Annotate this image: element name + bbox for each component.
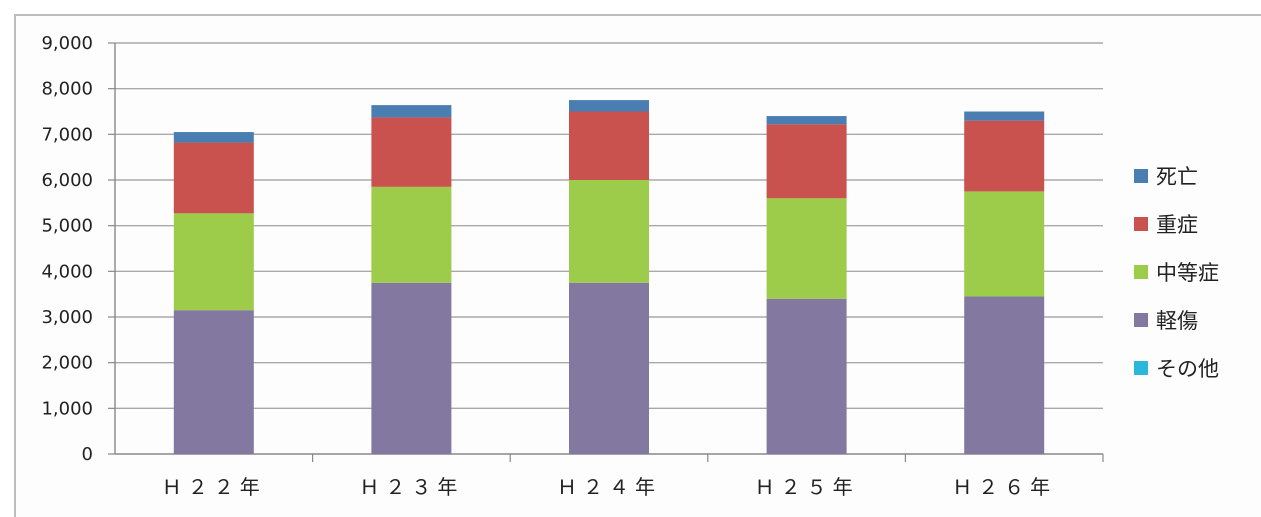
legend-swatch (1134, 361, 1148, 375)
bar-segment (569, 282, 649, 454)
y-tick-label: 3,000 (41, 307, 93, 328)
bar-segment (173, 310, 254, 454)
y-tick-label: 4,000 (41, 261, 93, 282)
bar-segment (569, 100, 649, 112)
legend-swatch (1134, 313, 1148, 327)
x-category-label: Ｈ２５年 (755, 475, 859, 499)
x-category-label: Ｈ２３年 (359, 475, 463, 499)
bar-segment (964, 191, 1045, 297)
bar-segment (371, 117, 452, 187)
bar-segment (173, 132, 254, 143)
bar-segment (964, 296, 1045, 454)
bar-segment (173, 142, 254, 214)
legend-label: その他 (1156, 357, 1219, 381)
y-tick-label: 0 (82, 444, 93, 465)
y-tick-label: 1,000 (41, 398, 93, 419)
bar-segment (964, 111, 1045, 121)
bar-segment (964, 120, 1045, 192)
bar-segment (371, 282, 452, 454)
y-tick-label: 7,000 (41, 124, 93, 145)
x-category-label: Ｈ２２年 (162, 475, 266, 499)
bar-segment (766, 124, 847, 199)
bar-segment (569, 111, 649, 180)
bar-segment (173, 213, 254, 311)
bar-segment (569, 180, 649, 283)
y-tick-label: 9,000 (41, 33, 93, 54)
x-category-label: Ｈ２４年 (557, 475, 661, 499)
legend-label: 軽傷 (1156, 309, 1198, 333)
y-tick-label: 2,000 (41, 353, 93, 374)
bar-segment (766, 298, 847, 454)
y-tick-label: 5,000 (41, 216, 93, 237)
x-category-label: Ｈ２６年 (952, 475, 1056, 499)
y-tick-label: 8,000 (41, 79, 93, 100)
bar-segment (766, 116, 847, 125)
y-tick-label: 6,000 (41, 170, 93, 191)
legend-label: 重症 (1156, 213, 1198, 237)
legend-label: 中等症 (1156, 261, 1219, 285)
legend-swatch (1134, 217, 1148, 231)
legend-swatch (1134, 169, 1148, 183)
legend-swatch (1134, 265, 1148, 279)
bar-segment (371, 105, 452, 118)
bar-segment (766, 198, 847, 299)
legend-label: 死亡 (1156, 165, 1198, 189)
bar-segment (371, 186, 452, 283)
